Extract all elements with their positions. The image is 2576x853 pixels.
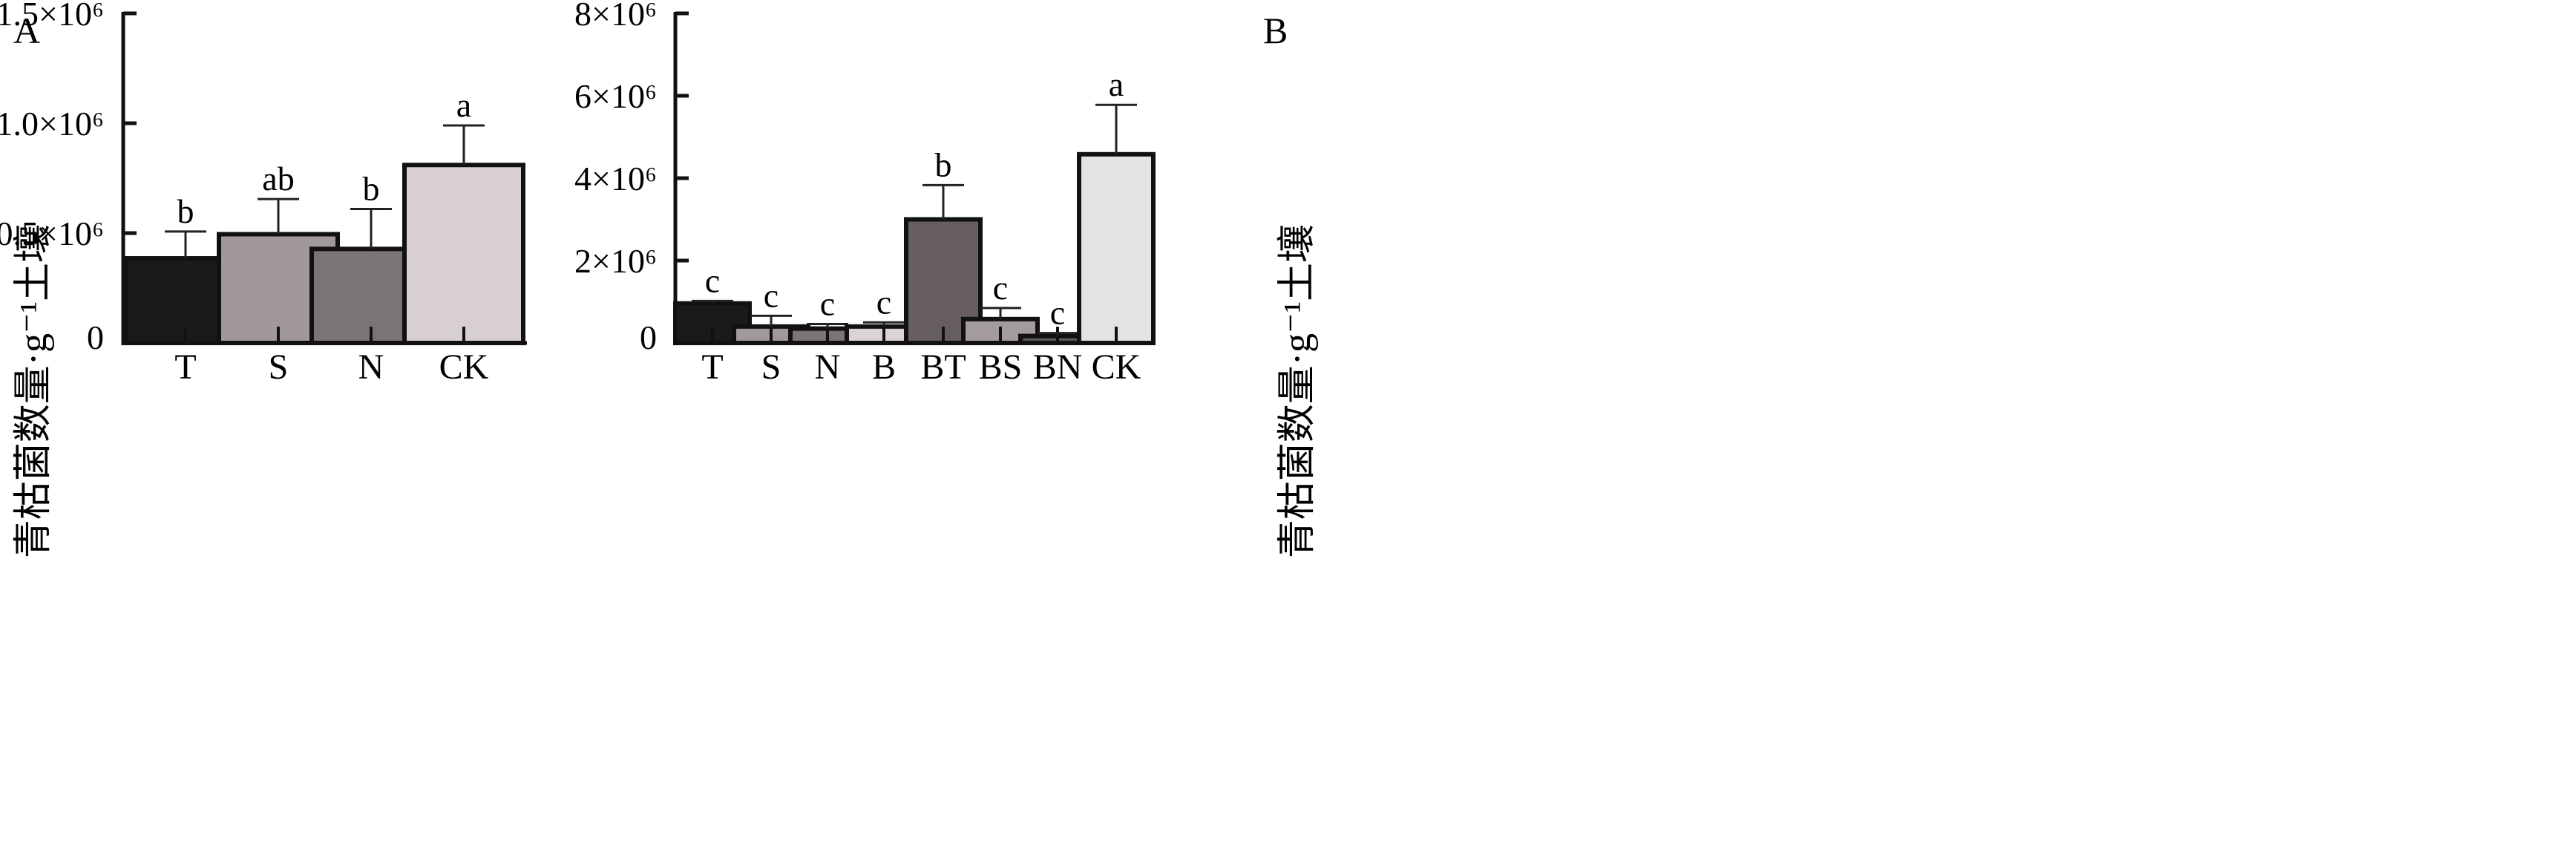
panel-b-y-tick-label: 8×10⁶	[574, 0, 657, 33]
panel-b-category-label: N	[815, 347, 841, 387]
panel-b-significance-label: c	[993, 269, 1008, 307]
panel-b-y-tick-label: 6×10⁶	[574, 77, 657, 115]
panel-b-y-tick-label: 4×10⁶	[574, 160, 657, 197]
panel-a-significance-label: b	[363, 169, 380, 207]
panel-b-y-tick-label: 0	[640, 318, 657, 356]
panel-a-y-tick-label: 0.5×10⁶	[0, 215, 104, 252]
panel-a-category-label: T	[174, 347, 196, 387]
panel-b-significance-label: c	[1050, 294, 1065, 332]
panel-b-significance-label: c	[820, 284, 835, 322]
panel-b-significance-label: c	[764, 276, 779, 314]
panel-a-label: A	[13, 10, 40, 51]
panel-a-y-axis-title: 青枯菌数量·g⁻¹土壤	[13, 224, 55, 558]
panel-b-significance-label: a	[1109, 65, 1124, 103]
panel-b-category-label: CK	[1092, 347, 1141, 387]
panel-a-category-label: N	[358, 347, 384, 387]
panel-b: B 青枯菌数量·g⁻¹土壤 02×10⁶4×10⁶6×10⁶8×10⁶cTcSc…	[574, 0, 1319, 558]
panel-a: A 青枯菌数量·g⁻¹土壤 00.5×10⁶1.0×10⁶1.5×10⁶bTab…	[0, 0, 527, 558]
panel-a-category-label: S	[269, 347, 289, 387]
panel-b-category-label: T	[701, 347, 723, 387]
panel-b-category-label: S	[761, 347, 781, 387]
panel-a-category-label: CK	[439, 347, 489, 387]
panel-a-significance-label: ab	[262, 160, 294, 197]
panel-a-significance-label: a	[456, 86, 471, 124]
panel-b-significance-label: c	[876, 283, 891, 321]
panel-b-y-axis-title: 青枯菌数量·g⁻¹土壤	[1276, 224, 1319, 558]
panel-b-category-label: BS	[979, 347, 1023, 387]
panel-a-y-tick-label: 1.0×10⁶	[0, 105, 104, 143]
panel-b-significance-label: c	[705, 261, 720, 299]
panel-b-bar-ck	[1077, 151, 1156, 345]
panel-b-label: B	[1263, 10, 1288, 51]
panel-a-y-tick-label: 1.5×10⁶	[0, 0, 104, 33]
panel-b-category-label: B	[872, 347, 896, 387]
panel-a-bar-ck	[402, 163, 525, 345]
panel-a-y-tick-label: 0	[87, 318, 104, 356]
panel-b-category-label: BN	[1033, 347, 1083, 387]
panel-a-significance-label: b	[177, 192, 194, 230]
panel-b-category-label: BT	[920, 347, 966, 387]
panel-b-significance-label: b	[935, 146, 952, 183]
panel-b-y-tick-label: 2×10⁶	[574, 242, 657, 280]
